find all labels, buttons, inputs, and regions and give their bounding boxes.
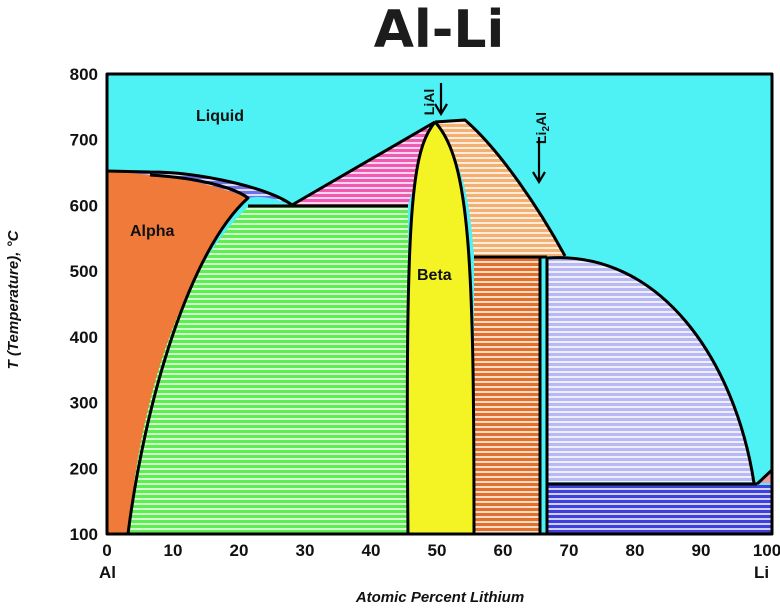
y-tick-label: 400 (70, 328, 98, 347)
li2al-label-subscript: 2 (541, 126, 552, 132)
x-tick-label: 40 (362, 541, 381, 560)
li2al-label-suffix: Al (533, 112, 549, 126)
lial-marker: LiAl (421, 83, 448, 117)
x-tick-label: 60 (494, 541, 513, 560)
y-tick-label: 600 (70, 196, 98, 215)
liquid-label: Liquid (196, 108, 244, 125)
y-axis-ticks: 100 200 300 400 500 600 700 800 (70, 65, 98, 544)
x-tick-label: 0 (102, 541, 111, 560)
plot-frame (105, 72, 774, 536)
x-tick-label: 100 (753, 541, 780, 560)
x-tick-label: 70 (560, 541, 579, 560)
li-end-label: Li (754, 563, 769, 582)
phase-boundaries (107, 118, 772, 534)
li2al-arrow-icon (532, 137, 546, 185)
x-tick-label: 50 (428, 541, 447, 560)
li2al-label-prefix: Li (533, 132, 549, 144)
li2al-label: Li2Al (533, 112, 552, 144)
x-tick-label: 20 (230, 541, 249, 560)
x-axis-title: Atomic Percent Lithium (355, 589, 524, 606)
beta-region (407, 122, 474, 534)
li2al-marker: Li2Al (532, 112, 552, 185)
y-tick-label: 200 (70, 459, 98, 478)
y-tick-label: 100 (70, 525, 98, 544)
al-end-label: Al (99, 563, 116, 582)
x-axis-ticks: 0 10 20 30 40 50 60 70 80 90 100 (102, 541, 780, 560)
y-tick-label: 700 (70, 131, 98, 150)
beta-li2al-hatching (474, 261, 540, 533)
diagram-title: Al-Li (374, 0, 505, 60)
x-tick-label: 80 (626, 541, 645, 560)
y-axis-title: T (Temperature), °C (5, 229, 22, 369)
lial-arrow-icon (434, 83, 448, 117)
alpha-label: Alpha (130, 223, 175, 240)
y-tick-label: 500 (70, 262, 98, 281)
lial-label: LiAl (421, 89, 437, 115)
x-tick-label: 30 (296, 541, 315, 560)
beta-label: Beta (417, 267, 452, 284)
x-tick-label: 10 (164, 541, 183, 560)
y-tick-label: 800 (70, 65, 98, 84)
y-tick-label: 300 (70, 394, 98, 413)
li2al-li-hatching (547, 488, 772, 534)
x-tick-label: 90 (692, 541, 711, 560)
beta-li2al-region (474, 258, 540, 534)
